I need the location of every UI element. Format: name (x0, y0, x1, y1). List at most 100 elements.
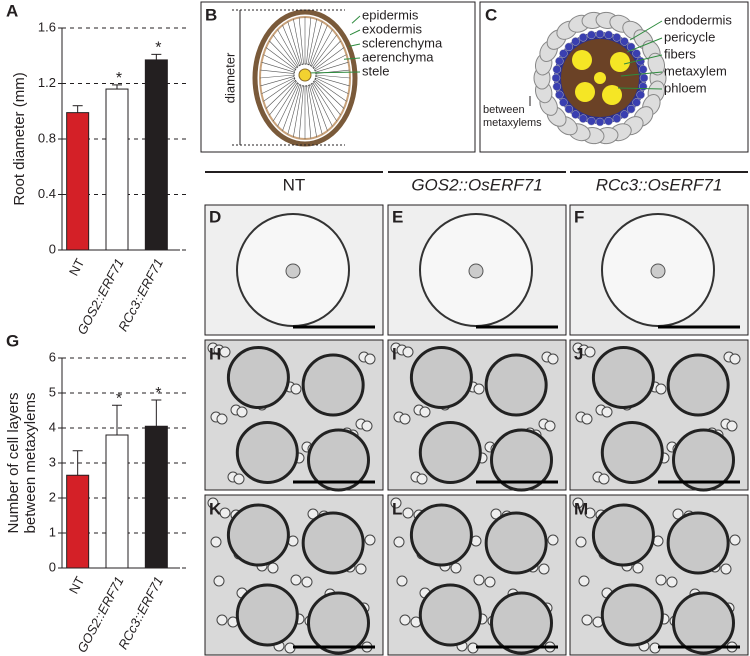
spoke (313, 81, 341, 116)
spoke (315, 54, 347, 72)
spoke (261, 77, 295, 95)
leader (343, 57, 361, 60)
spoke (260, 76, 295, 87)
endo-cell (636, 90, 645, 100)
spoke (314, 78, 347, 102)
spoke (261, 61, 295, 73)
endo-cell (552, 65, 562, 74)
cell (416, 473, 428, 485)
leader (620, 71, 663, 77)
cell (473, 574, 485, 586)
spoke (310, 84, 328, 131)
metaxylem (666, 353, 730, 417)
stele-section (468, 263, 484, 279)
spoke (306, 17, 312, 65)
spoke (308, 85, 323, 135)
metaxylem (672, 428, 735, 492)
cell (726, 420, 738, 432)
spoke (308, 21, 323, 65)
column-header: NT (283, 175, 306, 194)
endo-cell (564, 104, 574, 114)
bar (66, 474, 90, 569)
spoke (265, 47, 296, 70)
y-tick-label: 0 (49, 559, 56, 574)
cell (655, 574, 667, 586)
spoke (287, 85, 302, 135)
significance-mark: * (116, 390, 122, 407)
cell (484, 576, 496, 588)
cell (450, 562, 462, 574)
metaxylem (418, 421, 482, 484)
significance-mark: * (155, 385, 161, 402)
spoke (315, 74, 351, 79)
cell (207, 497, 219, 509)
cell (402, 507, 414, 519)
panel-label: J (574, 344, 583, 363)
cell (632, 562, 644, 574)
endo-cell (620, 110, 629, 119)
panel-label: B (205, 5, 217, 24)
spoke (315, 61, 349, 73)
cell (578, 575, 590, 587)
bar (144, 59, 168, 251)
bar (105, 434, 129, 569)
metaxylem-schematic (575, 82, 595, 102)
cell (301, 576, 313, 588)
metaxylem-schematic (594, 72, 606, 84)
metaxylem (490, 428, 553, 492)
y-tick-label: 5 (49, 384, 56, 399)
cell (399, 614, 411, 626)
cell (584, 507, 596, 519)
spoke (314, 47, 345, 70)
cell (290, 574, 302, 586)
spoke (269, 40, 297, 69)
spoke (293, 85, 303, 137)
leader (617, 87, 663, 90)
cell (666, 576, 678, 588)
x-tick-label: NT (66, 256, 87, 278)
panel-label: M (574, 499, 588, 518)
panel-label: H (209, 344, 221, 363)
endo-cell (612, 114, 622, 123)
cell (581, 413, 593, 425)
spoke (277, 83, 299, 127)
cell (572, 497, 584, 509)
spoke (310, 25, 328, 66)
spoke (293, 19, 303, 65)
spoke (277, 29, 299, 67)
y-tick-label: 0.4 (38, 186, 56, 201)
y-tick-label: 0 (49, 241, 56, 256)
spoke (269, 81, 297, 116)
spoke (263, 54, 295, 72)
cell (233, 473, 245, 485)
spoke (306, 85, 312, 139)
metaxylem (226, 346, 290, 409)
root-schematic (232, 9, 358, 147)
metaxylem (307, 428, 370, 492)
spoke (313, 40, 341, 69)
panel-label: A (6, 1, 18, 20)
spoke (298, 85, 304, 139)
cell (538, 563, 550, 575)
y-tick-label: 0.8 (38, 130, 56, 145)
significance-mark: * (155, 40, 161, 57)
spoke (282, 25, 300, 66)
diagram-label: exodermis (362, 21, 422, 36)
panel-label: C (485, 5, 497, 24)
y-tick-label: 1 (49, 524, 56, 539)
y-tick-label: 4 (49, 419, 56, 434)
y-axis-label: Number of cell layers (5, 393, 22, 534)
endo-cell (555, 90, 564, 100)
endo-cell (612, 33, 622, 42)
spoke (282, 84, 300, 131)
cell (729, 353, 741, 365)
cell (219, 507, 231, 519)
cell (290, 383, 302, 395)
spoke (260, 69, 295, 74)
y-tick-label: 1.2 (38, 75, 56, 90)
cortex-cell (647, 52, 666, 76)
metaxylem (409, 346, 473, 409)
diagram-label: metaxylem (664, 63, 727, 78)
metaxylem (484, 353, 548, 417)
metaxylem (490, 591, 553, 655)
